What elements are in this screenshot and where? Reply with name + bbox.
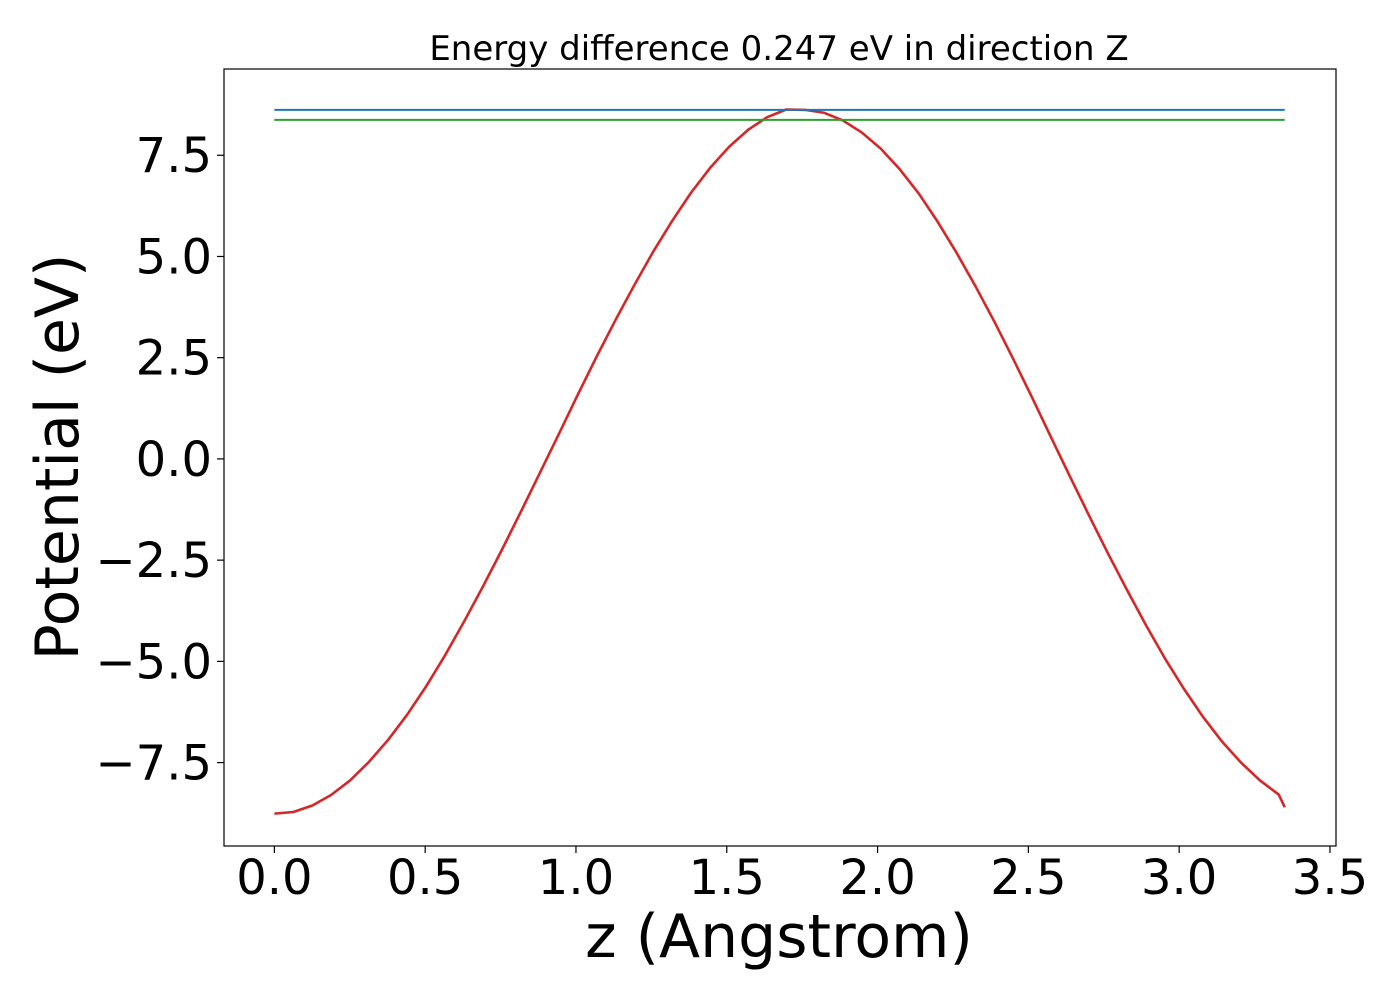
x-tick-label: 0.5	[387, 850, 463, 906]
y-tick-label: −2.5	[95, 533, 212, 589]
x-tick-label: 1.5	[689, 850, 765, 906]
y-axis-label: Potential (eV)	[23, 254, 93, 661]
y-tick-label: −7.5	[95, 736, 212, 792]
y-axis: −7.5 −5.0 −2.5 0.0 2.5 5.0 7.5	[95, 128, 224, 792]
x-tick-label: 3.0	[1141, 850, 1217, 906]
x-tick-label: 3.5	[1292, 850, 1368, 906]
plot-area	[223, 68, 1337, 847]
x-axis: 0.0 0.5 1.0 1.5 2.0 2.5 3.0 3.5	[236, 846, 1368, 906]
chart-title: Energy difference 0.247 eV in direction …	[429, 29, 1128, 69]
y-tick-label: 2.5	[136, 331, 212, 387]
y-tick-label: −5.0	[95, 634, 212, 690]
y-tick-label: 7.5	[136, 128, 212, 184]
x-axis-label: z (Angstrom)	[585, 902, 973, 972]
x-tick-label: 2.5	[990, 850, 1066, 906]
series-layer	[274, 108, 1286, 815]
x-tick-label: 0.0	[236, 850, 312, 906]
x-tick-label: 1.0	[538, 850, 614, 906]
x-tick-label: 2.0	[839, 850, 915, 906]
y-tick-label: 0.0	[136, 432, 212, 488]
y-tick-label: 5.0	[136, 229, 212, 285]
